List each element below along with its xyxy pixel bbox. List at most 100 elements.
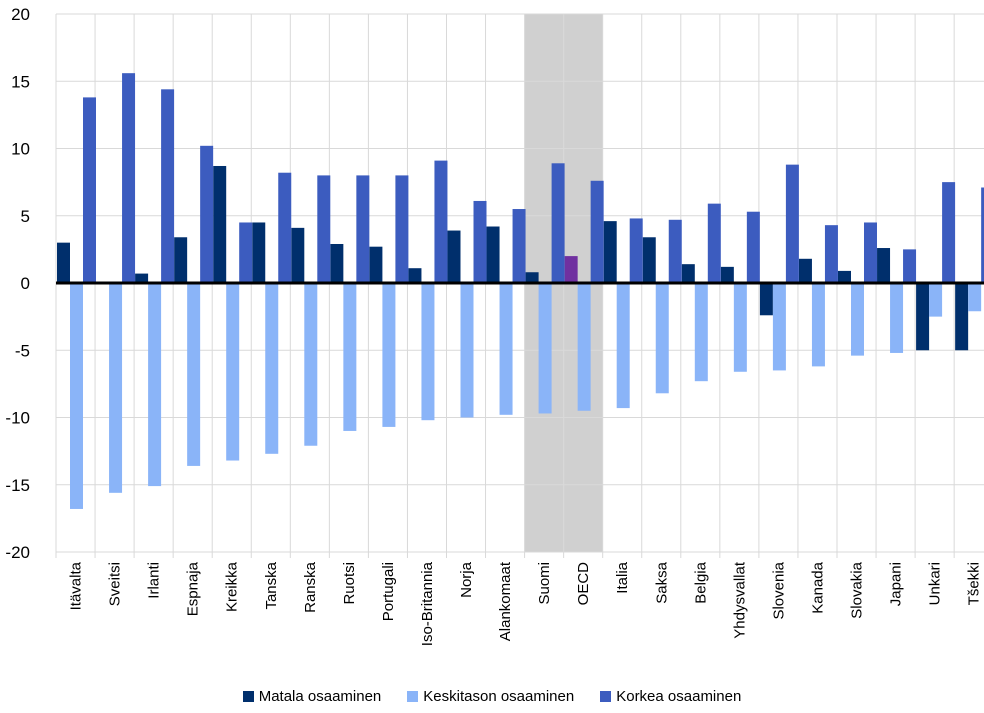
bar — [343, 283, 357, 431]
bar — [148, 283, 162, 487]
x-tick-label: Italia — [614, 561, 631, 593]
x-tick-labels: Itävalta Sveitsi Irlanti Espnaja Kreikka Tans… — [68, 561, 983, 646]
bars — [57, 73, 984, 509]
x-tick-label: Ranska — [302, 561, 319, 613]
bar — [187, 283, 201, 466]
bar — [694, 283, 708, 382]
y-tick-label: -10 — [5, 409, 30, 428]
bar — [955, 283, 969, 351]
x-tick-label: Tanska — [263, 561, 280, 609]
legend-label: Korkea osaaminen — [616, 688, 742, 705]
bar — [707, 203, 721, 283]
y-tick-labels: 20 15 10 5 0 -5 -10 -15 -20 — [5, 5, 30, 562]
bar — [109, 283, 123, 493]
bar — [408, 268, 422, 283]
bar — [759, 283, 773, 316]
bar — [57, 242, 70, 283]
x-tick-label: Portugali — [380, 562, 397, 621]
bar — [851, 283, 864, 356]
bar — [564, 256, 578, 283]
bar — [824, 225, 838, 283]
bar — [603, 221, 617, 283]
bar — [356, 175, 370, 283]
x-tick-label: Norja — [458, 561, 475, 598]
bar — [798, 258, 812, 283]
bar — [317, 175, 331, 283]
bar — [903, 249, 917, 283]
bar — [929, 283, 943, 317]
bar — [135, 273, 149, 283]
x-tick-label: Yhdysvallat — [731, 561, 748, 639]
bar — [239, 222, 253, 283]
x-tick-label: Japani — [888, 562, 905, 606]
bar — [291, 227, 305, 283]
x-tick-label: Kreikka — [224, 561, 241, 612]
bar — [538, 283, 552, 414]
bar — [83, 97, 96, 283]
bar — [616, 283, 630, 409]
bar — [70, 283, 83, 509]
legend-label: Matala osaaminen — [258, 688, 382, 705]
x-tick-label: Irlanti — [146, 562, 163, 599]
bar — [785, 164, 799, 283]
y-tick-label: 0 — [21, 274, 30, 293]
bar — [864, 222, 877, 283]
bar — [213, 165, 227, 283]
bar — [161, 89, 175, 283]
bar — [720, 266, 734, 283]
bar — [434, 160, 448, 283]
y-tick-label: -20 — [5, 543, 30, 562]
bar — [330, 243, 344, 283]
bar — [226, 283, 240, 461]
y-tick-label: 20 — [11, 5, 30, 24]
bar — [499, 283, 513, 415]
bar — [369, 246, 383, 283]
legend-swatch — [242, 691, 254, 702]
x-tick-label: Itävalta — [68, 561, 85, 610]
bar — [577, 283, 591, 411]
y-tick-label: -5 — [15, 341, 30, 360]
bar — [278, 172, 292, 283]
x-tick-label: Alankomaat — [497, 561, 514, 641]
bar — [382, 283, 396, 427]
bar — [733, 283, 747, 372]
bar — [174, 237, 188, 283]
x-tick-label: Slovakia — [849, 561, 866, 618]
x-tick-label: Ruotsi — [341, 562, 358, 605]
x-tick-label: Espnaja — [185, 561, 202, 616]
bar — [525, 272, 539, 283]
bar — [746, 211, 760, 283]
legend: Matala osaaminen Keskitason osaaminen Kork… — [0, 688, 984, 705]
x-tick-label: OECD — [575, 562, 592, 606]
x-tick-label: Sveitsi — [107, 562, 124, 606]
bar — [265, 283, 279, 454]
x-tick-label: Iso-Britannia — [419, 561, 436, 646]
legend-item: Matala osaaminen — [242, 688, 382, 705]
legend-label: Keskitason osaaminen — [423, 688, 575, 705]
bar — [772, 283, 786, 371]
bar — [252, 222, 266, 283]
x-tick-label: Unkari — [927, 562, 944, 605]
x-tick-label: Slovenia — [770, 561, 787, 619]
y-tick-label: 5 — [21, 207, 30, 226]
bar — [512, 209, 526, 283]
legend-swatch — [600, 691, 612, 702]
bar — [629, 218, 643, 283]
bar — [590, 180, 604, 283]
bar — [655, 283, 669, 394]
bar — [942, 182, 956, 283]
bar — [304, 283, 318, 446]
bar — [486, 226, 500, 283]
bar — [460, 283, 474, 418]
y-tick-label: -15 — [5, 476, 30, 495]
bar — [668, 219, 682, 283]
bar — [968, 283, 982, 312]
bar — [447, 230, 461, 283]
legend-swatch — [407, 691, 419, 702]
bar — [890, 283, 904, 353]
x-tick-label: Tšekki — [966, 562, 983, 605]
bar — [551, 163, 565, 283]
bar — [811, 283, 825, 367]
y-tick-label: 10 — [11, 140, 30, 159]
